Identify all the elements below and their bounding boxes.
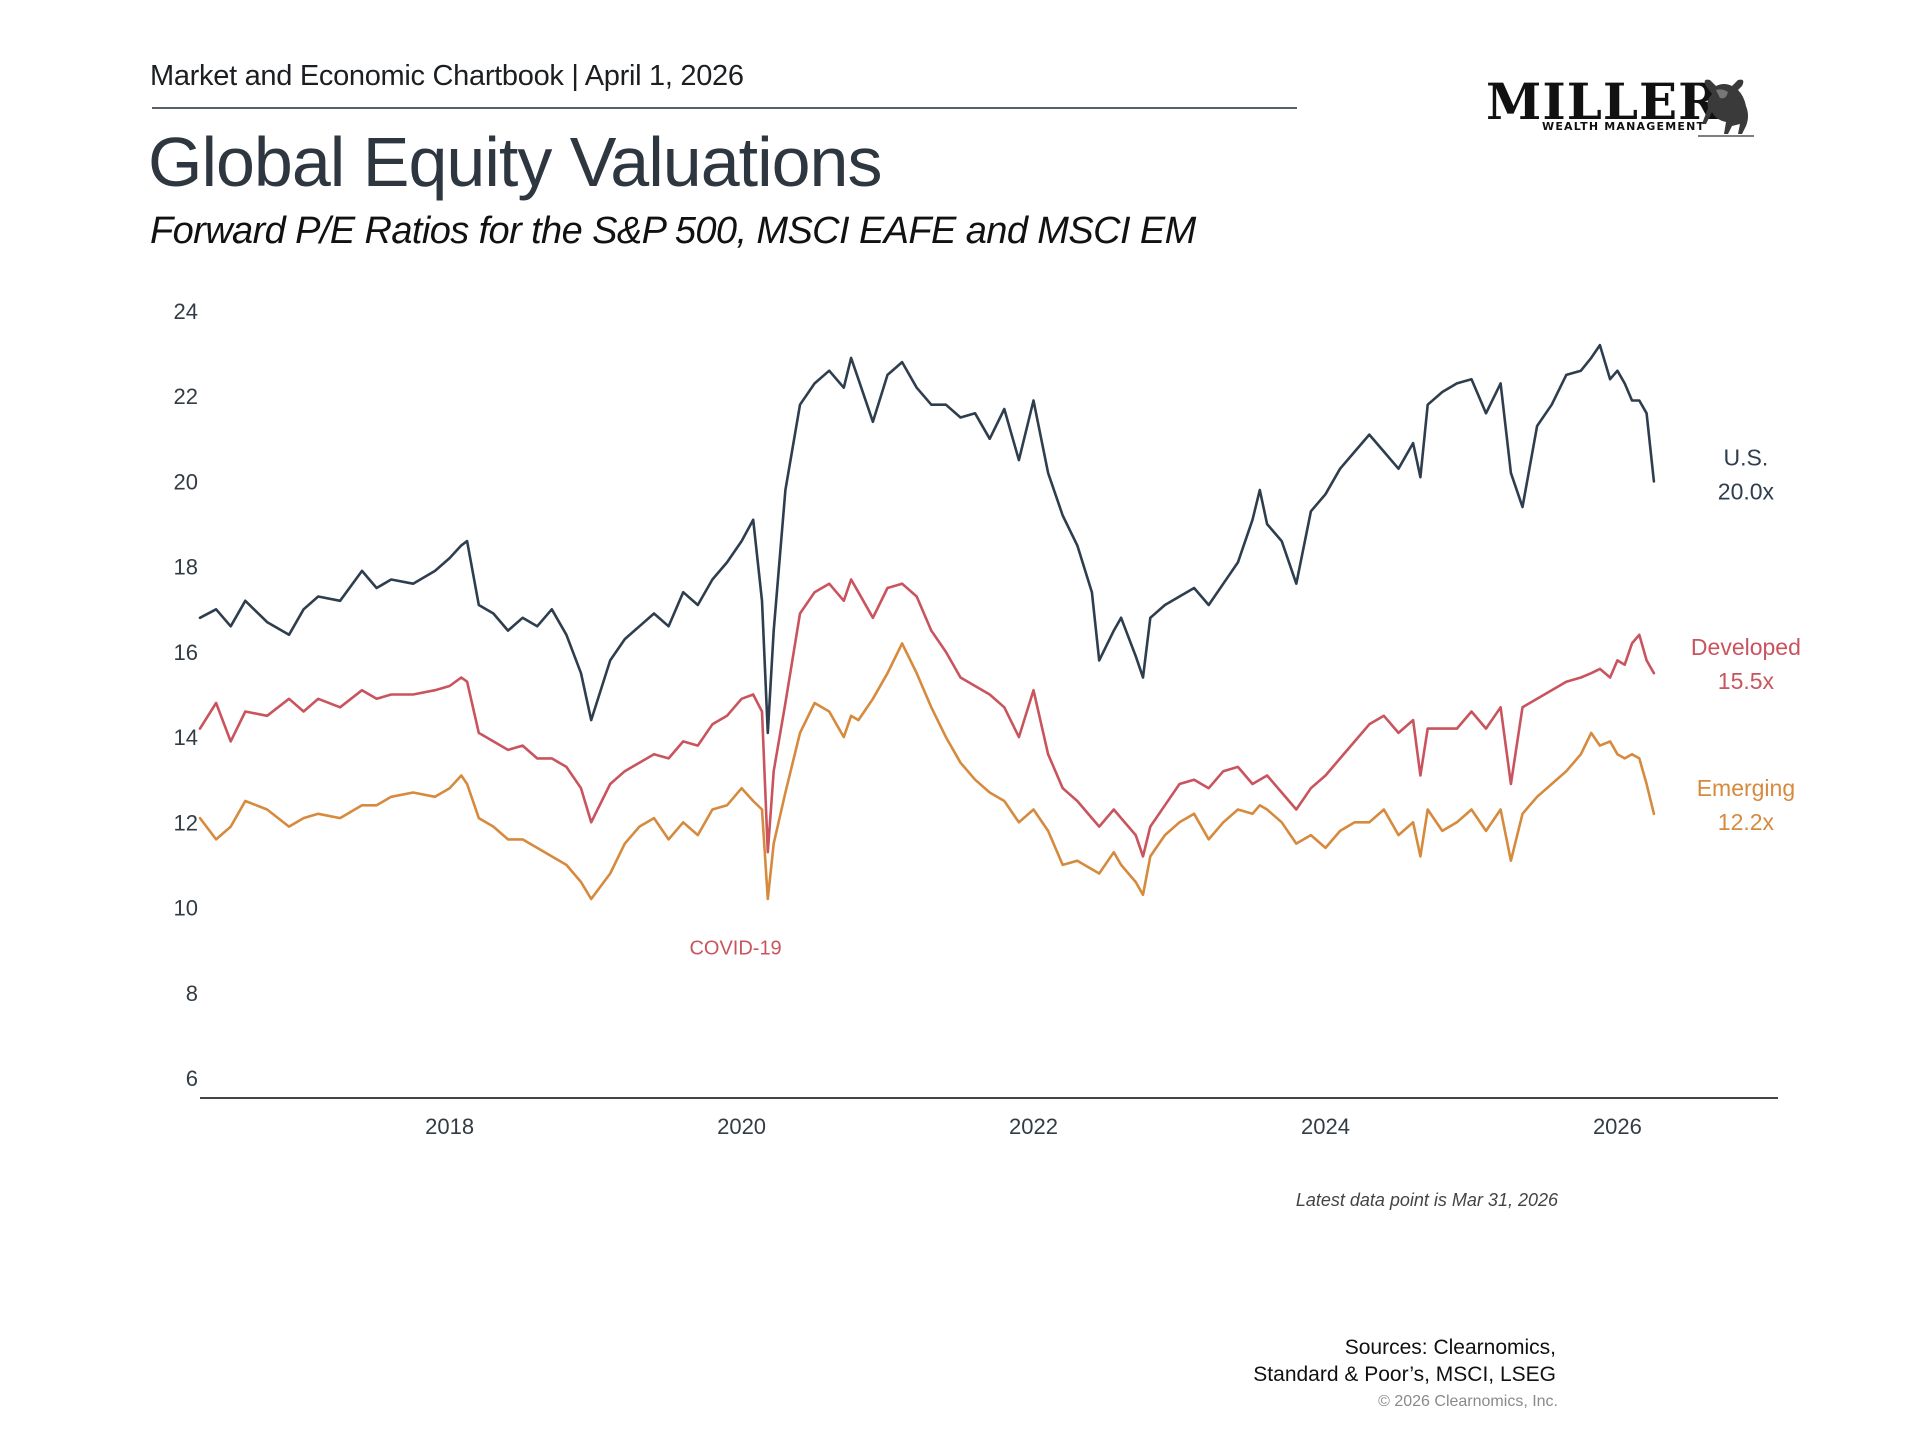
y-tick-label: 22 [174,384,198,409]
x-tick-label: 2020 [717,1114,766,1139]
y-tick-label: 24 [174,299,198,324]
x-tick-label: 2018 [425,1114,474,1139]
publication-header: Market and Economic Chartbook | April 1,… [150,60,744,92]
page-subtitle: Forward P/E Ratios for the S&P 500, MSCI… [150,210,1196,252]
x-axis: 2018 2020 2022 2024 2026 [425,1114,1642,1139]
y-tick-label: 10 [174,896,198,921]
x-tick-label: 2024 [1301,1114,1350,1139]
end-label-emerging: Emerging [1697,775,1795,801]
y-tick-label: 14 [174,725,198,750]
sources-line-1: Sources: Clearnomics, [1344,1336,1556,1359]
y-tick-label: 8 [186,981,198,1006]
header-divider [152,107,1297,109]
copyright: © 2026 Clearnomics, Inc. [1378,1393,1558,1410]
series-lines [198,343,1656,901]
x-tick-label: 2026 [1593,1114,1642,1139]
end-label-u-s: U.S. [1724,444,1769,470]
series-line-emerging [198,642,1656,901]
sources: Sources: Clearnomics, Standard & Poor’s,… [1253,1334,1556,1388]
annotation-covid: COVID-19 [689,937,781,959]
bull-icon [1698,79,1754,137]
end-value-developed: 15.5x [1718,668,1775,694]
sources-line-2: Standard & Poor’s, MSCI, LSEG [1253,1363,1556,1386]
y-tick-label: 6 [186,1066,198,1091]
page-title: Global Equity Valuations [148,123,882,201]
series-line-u-s [198,343,1656,735]
end-value-u-s: 20.0x [1718,478,1775,504]
annotations: COVID-19 [689,937,781,959]
end-value-emerging: 12.2x [1718,809,1775,835]
y-tick-label: 18 [174,555,198,580]
y-tick-label: 20 [174,469,198,494]
end-label-developed: Developed [1691,634,1801,660]
company-logo: MILLER WEALTH MANAGEMENT [1486,72,1756,142]
x-tick-label: 2022 [1009,1114,1058,1139]
y-tick-label: 12 [174,810,198,835]
y-tick-label: 16 [174,640,198,665]
logo-tagline: WEALTH MANAGEMENT [1542,120,1706,133]
logo-name: MILLER [1486,72,1721,131]
series-line-developed [198,578,1656,858]
latest-data-note: Latest data point is Mar 31, 2026 [1295,1190,1558,1210]
end-labels: U.S. 20.0x Developed 15.5x Emerging 12.2x [1691,444,1801,834]
y-axis: 6 8 10 12 14 16 18 20 22 24 [174,299,198,1091]
